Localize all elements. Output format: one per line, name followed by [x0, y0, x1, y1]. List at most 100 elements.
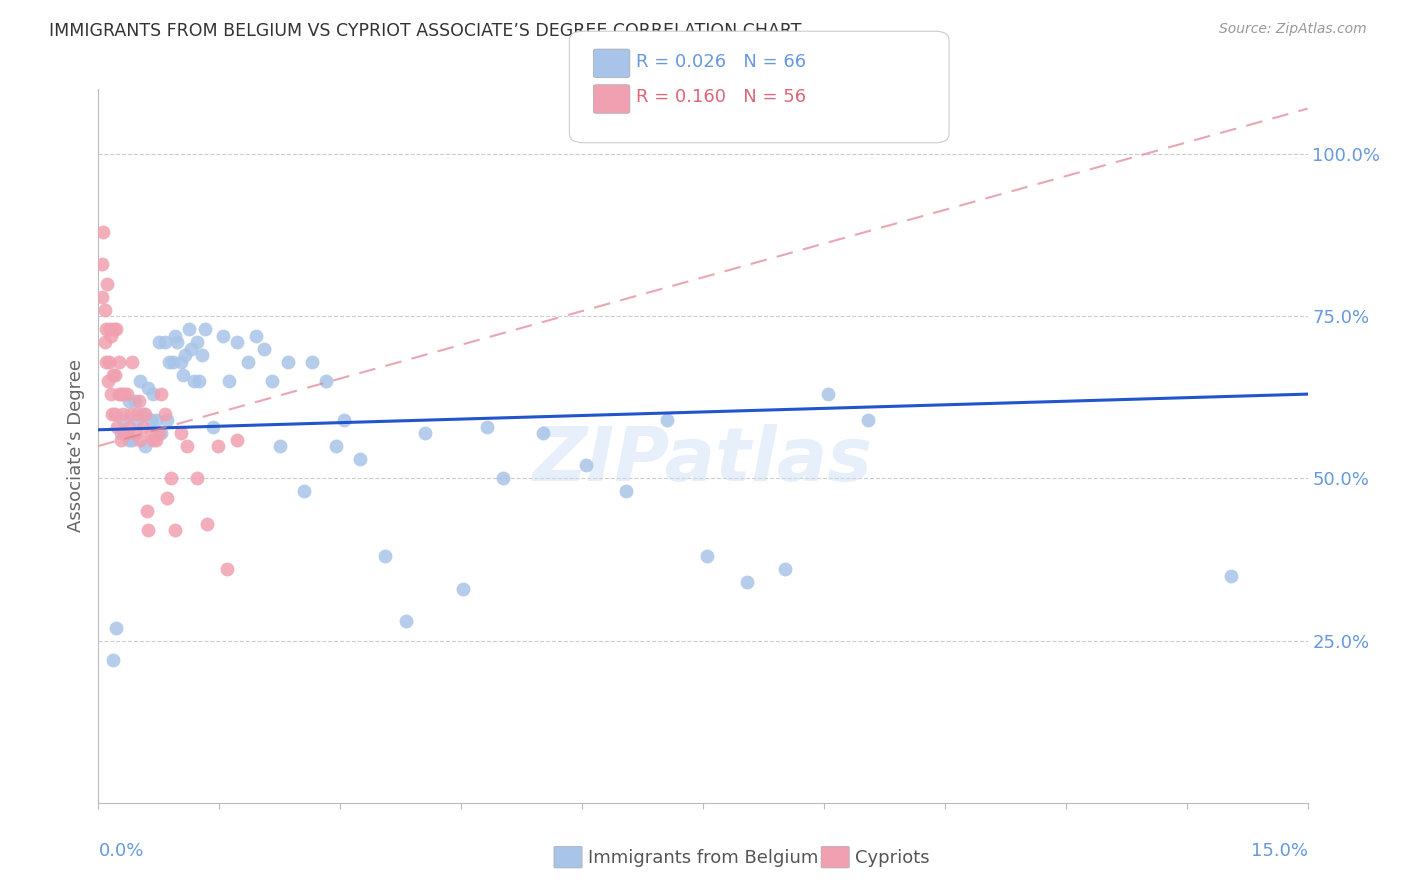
Point: [201, 419, 224, 434]
Point: [1220, 568, 1243, 582]
Point: [174, 348, 197, 362]
Point: [169, 425, 191, 440]
Point: [218, 374, 240, 388]
Y-axis label: Associate’s Degree: Associate’s Degree: [66, 359, 84, 533]
Point: [145, 413, 167, 427]
Point: [226, 433, 249, 447]
Point: [177, 322, 200, 336]
Point: [315, 374, 337, 388]
Point: [117, 387, 139, 401]
Point: [135, 504, 157, 518]
Point: [129, 374, 152, 388]
Point: [333, 413, 356, 427]
Point: [100, 387, 122, 401]
Point: [142, 387, 165, 401]
Point: [94, 335, 117, 350]
Point: [186, 335, 208, 350]
Point: [773, 562, 796, 576]
Point: [96, 322, 118, 336]
Point: [150, 387, 173, 401]
Point: [163, 328, 186, 343]
Point: [183, 374, 205, 388]
Point: [186, 471, 208, 485]
Point: [112, 425, 135, 440]
Point: [138, 524, 160, 538]
Point: [207, 439, 229, 453]
Point: [118, 393, 141, 408]
Point: [153, 407, 176, 421]
Point: [118, 419, 141, 434]
Point: [176, 439, 198, 453]
Point: [737, 575, 759, 590]
Point: [696, 549, 718, 564]
Point: [118, 433, 141, 447]
Point: [531, 425, 554, 440]
Text: R = 0.160   N = 56: R = 0.160 N = 56: [636, 88, 806, 106]
Point: [301, 354, 323, 368]
Point: [129, 433, 152, 447]
Point: [111, 407, 134, 421]
Point: [110, 425, 132, 440]
Point: [128, 393, 150, 408]
Point: [91, 257, 114, 271]
Point: [616, 484, 638, 499]
Point: [132, 407, 155, 421]
Point: [107, 354, 129, 368]
Point: [349, 452, 371, 467]
Point: [188, 374, 211, 388]
Point: [139, 413, 162, 427]
Point: [105, 419, 128, 434]
Point: [156, 413, 179, 427]
Point: [260, 374, 283, 388]
Point: [101, 368, 124, 382]
Point: [127, 413, 149, 427]
Point: [153, 335, 176, 350]
Point: [374, 549, 396, 564]
Point: [180, 342, 202, 356]
Point: [451, 582, 474, 596]
Point: [395, 614, 418, 628]
Point: [157, 354, 180, 368]
Point: [91, 225, 114, 239]
Point: [112, 413, 135, 427]
Point: [139, 425, 162, 440]
Point: [169, 354, 191, 368]
Point: [138, 381, 160, 395]
Point: [103, 407, 125, 421]
Point: [163, 524, 186, 538]
Point: [212, 328, 235, 343]
Point: [115, 425, 138, 440]
Point: [120, 407, 142, 421]
Point: [124, 393, 146, 408]
Point: [110, 387, 132, 401]
Point: [655, 413, 678, 427]
Point: [91, 290, 114, 304]
Point: [253, 342, 276, 356]
Point: [245, 328, 267, 343]
Point: [103, 322, 125, 336]
Point: [98, 322, 121, 336]
Point: [94, 302, 117, 317]
Point: [858, 413, 880, 427]
Point: [413, 425, 436, 440]
Point: [121, 433, 143, 447]
Text: ZIPatlas: ZIPatlas: [533, 424, 873, 497]
Point: [134, 439, 156, 453]
Text: Immigrants from Belgium: Immigrants from Belgium: [588, 849, 818, 867]
Point: [97, 374, 120, 388]
Point: [162, 354, 184, 368]
Point: [226, 335, 249, 350]
Point: [96, 354, 118, 368]
Text: 15.0%: 15.0%: [1250, 842, 1308, 860]
Point: [110, 433, 132, 447]
Point: [492, 471, 515, 485]
Point: [172, 368, 194, 382]
Point: [103, 368, 125, 382]
Point: [156, 491, 179, 505]
Text: Source: ZipAtlas.com: Source: ZipAtlas.com: [1219, 22, 1367, 37]
Point: [142, 433, 165, 447]
Point: [97, 354, 120, 368]
Point: [195, 516, 218, 531]
Point: [107, 387, 129, 401]
Point: [277, 354, 299, 368]
